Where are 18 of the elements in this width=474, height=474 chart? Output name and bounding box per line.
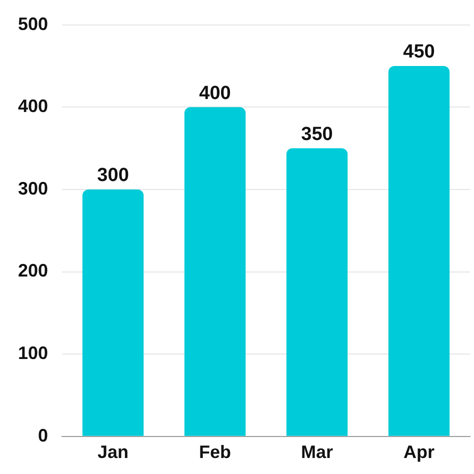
x-tick-label: Apr <box>404 442 435 462</box>
y-tick-label: 200 <box>18 260 48 281</box>
y-tick-label: 100 <box>18 343 48 364</box>
y-tick-label: 500 <box>18 14 48 34</box>
x-tick-label: Mar <box>301 442 334 462</box>
x-tick-label: Jan <box>98 442 129 462</box>
x-tick-label: Feb <box>199 442 232 462</box>
y-tick-label: 300 <box>18 178 48 198</box>
bar <box>82 189 144 436</box>
y-tick-label: 0 <box>38 425 48 446</box>
bar <box>286 148 348 436</box>
bar <box>388 66 450 436</box>
y-tick-label: 400 <box>18 96 48 116</box>
data-label: 400 <box>199 82 231 104</box>
data-label: 300 <box>97 165 129 186</box>
bar <box>184 107 246 436</box>
data-label: 350 <box>301 124 333 146</box>
data-label: 450 <box>403 42 435 63</box>
